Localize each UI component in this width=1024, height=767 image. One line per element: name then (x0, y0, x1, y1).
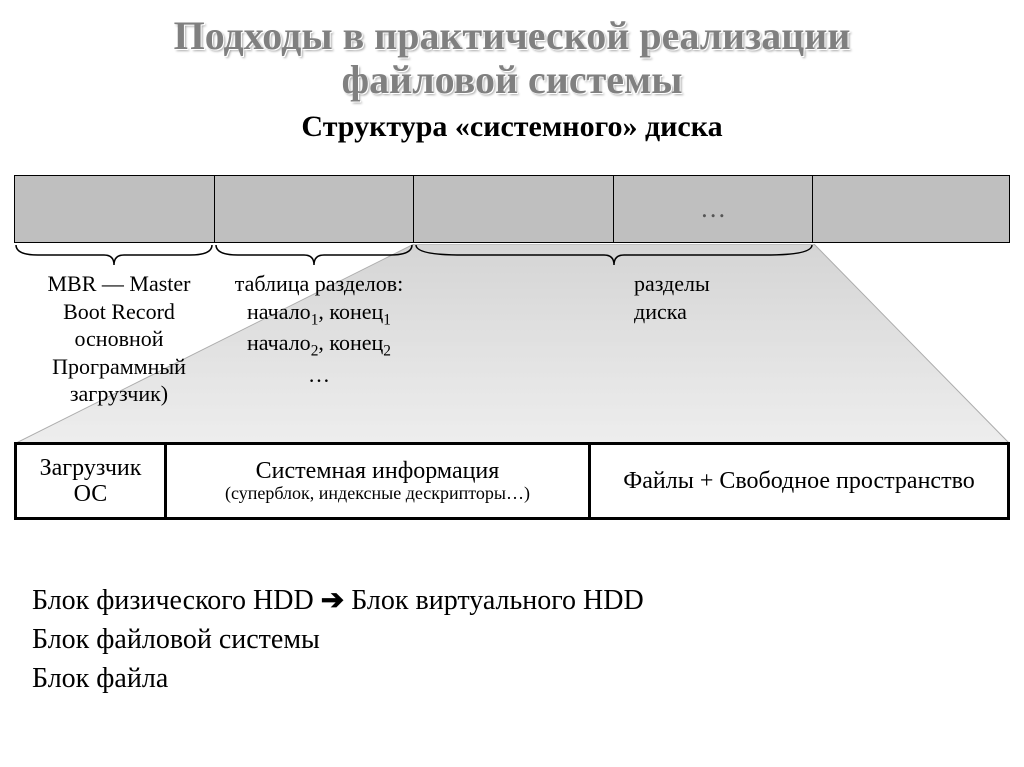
footer-text: Блок физического HDD ➔ Блок виртуального… (32, 580, 644, 699)
brace-0 (14, 243, 214, 267)
partition-cell-0: Загрузчик ОС (17, 445, 167, 517)
slide-subtitle: Структура «системного» диска (0, 110, 1024, 144)
disk-structure-row: … (14, 175, 1010, 243)
partition-cell-sub-1: (суперблок, индексные дескрипторы…) (225, 484, 530, 504)
title-line2: файловой системы (342, 57, 683, 102)
disk-block-2 (414, 176, 614, 242)
disk-block-4 (813, 176, 1009, 242)
footer-line-1: Блок файловой системы (32, 620, 644, 659)
partition-detail-row: Загрузчик ОССистемная информация(супербл… (14, 442, 1010, 520)
partition-cell-1: Системная информация(суперблок, индексны… (167, 445, 591, 517)
partition-cell-2: Файлы + Свободное пространство (591, 445, 1007, 517)
footer-line-0: Блок физического HDD ➔ Блок виртуального… (32, 580, 644, 620)
disk-block-3: … (614, 176, 814, 242)
title-line1: Подходы в практической реализации (174, 13, 851, 58)
brace-2 (414, 243, 814, 267)
partition-cell-main-0: Загрузчик ОС (21, 455, 160, 508)
brace-row (14, 243, 1010, 271)
partition-cell-main-1: Системная информация (256, 458, 500, 484)
brace-label-2: разделыдиска (634, 270, 794, 325)
footer-line-2: Блок файла (32, 659, 644, 698)
disk-block-1 (215, 176, 415, 242)
brace-label-0: MBR — MasterBoot RecordосновнойПрограммн… (34, 270, 204, 408)
disk-block-0 (15, 176, 215, 242)
slide-title: Подходы в практической реализации файлов… (0, 0, 1024, 106)
partition-cell-main-2: Файлы + Свободное пространство (623, 468, 974, 494)
brace-1 (214, 243, 414, 267)
brace-label-1: таблица разделов:начало1, конец1начало2,… (219, 270, 419, 388)
